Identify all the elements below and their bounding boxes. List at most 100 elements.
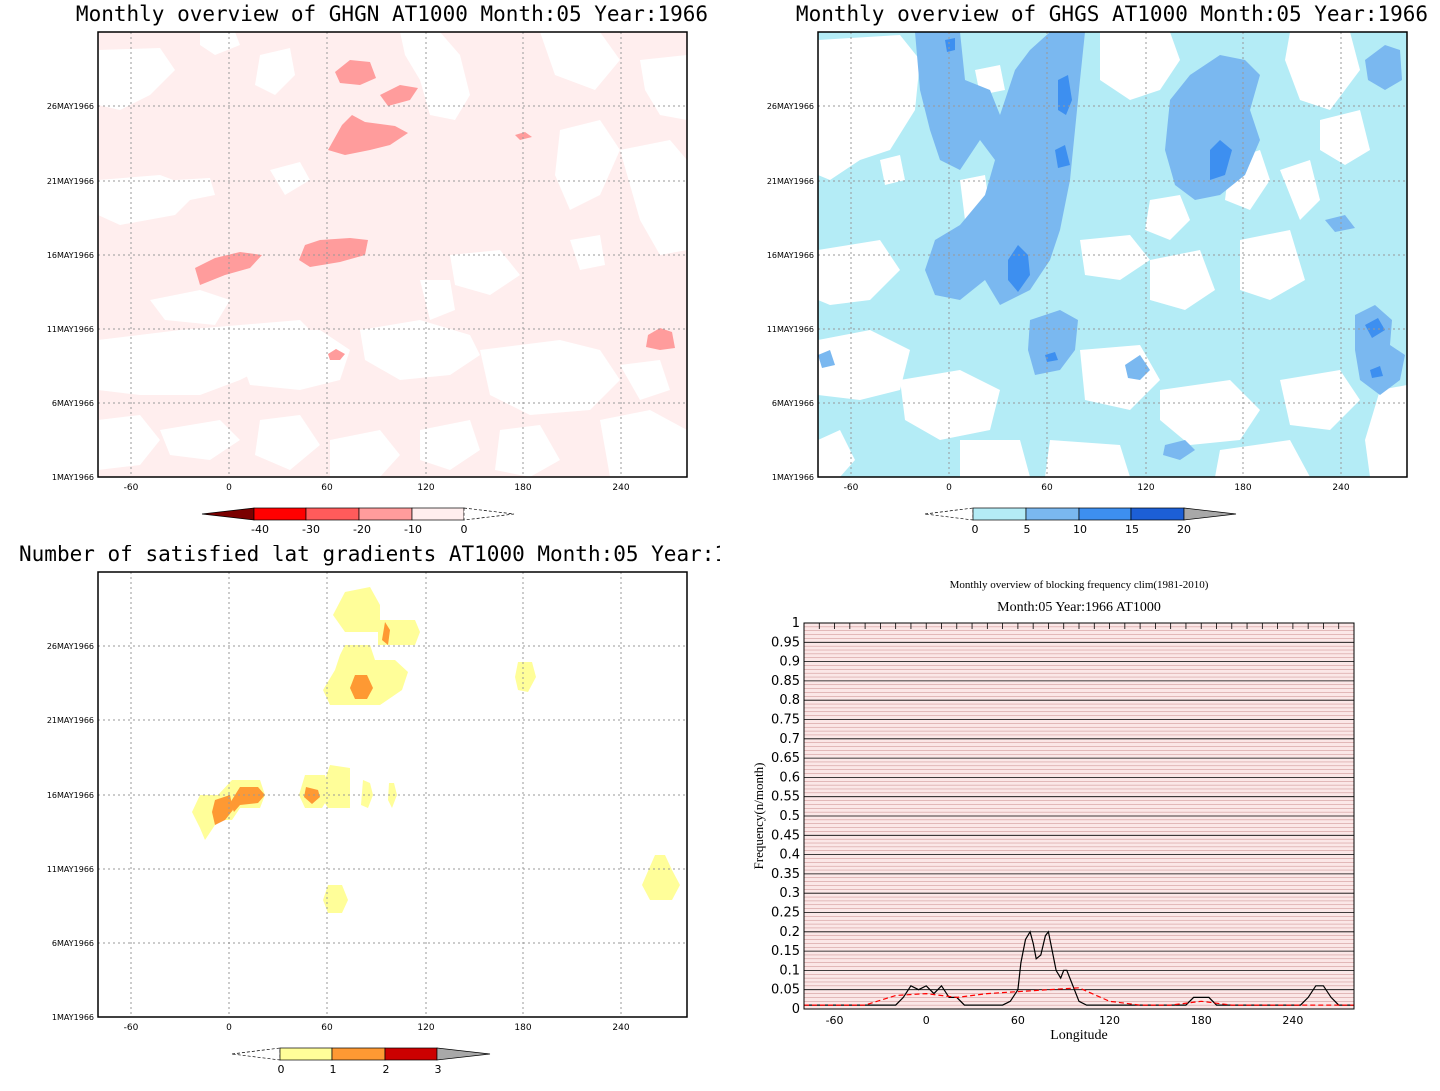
x-tick-label: 120 <box>1137 483 1154 493</box>
grad-colorbar: 0 1 2 3 <box>231 1047 491 1076</box>
x-tick-label: 60 <box>1041 483 1053 493</box>
ghgn-title: Monthly overview of GHGN AT1000 Month:05… <box>76 2 708 26</box>
x-tick-label: 240 <box>612 1023 629 1033</box>
y-tick-label: 0 <box>792 1002 800 1017</box>
y-tick-label: 0.7 <box>779 732 800 747</box>
ghgs-y-ticks: 1MAY1966 6MAY1966 11MAY1966 16MAY1966 21… <box>767 102 814 482</box>
y-tick-label: 1 <box>792 616 800 631</box>
grad-y-ticks: 1MAY1966 6MAY1966 11MAY1966 16MAY1966 21… <box>47 642 94 1022</box>
colorbar-label: 10 <box>1073 523 1087 536</box>
x-tick-label: 240 <box>1332 483 1349 493</box>
x-tick-label: 180 <box>1234 483 1251 493</box>
frequency-panel: Monthly overview of blocking frequency c… <box>751 579 1355 1043</box>
x-tick-label: 0 <box>226 483 232 493</box>
y-tick-label: 11MAY1966 <box>47 865 94 874</box>
colorbar-label: 1 <box>330 1063 337 1076</box>
frequency-x-ticks: -60 0 60 120 180 240 <box>826 1014 1304 1027</box>
ghgs-x-ticks: -60 0 60 120 180 240 <box>844 483 1350 493</box>
frequency-title: Monthly overview of blocking frequency c… <box>950 579 1209 591</box>
y-tick-label: 1MAY1966 <box>52 473 94 482</box>
y-tick-label: 0.05 <box>771 983 800 998</box>
colorbar-label: -10 <box>404 523 422 536</box>
x-tick-label: 60 <box>321 483 333 493</box>
y-tick-label: 21MAY1966 <box>47 716 94 725</box>
x-tick-label: 120 <box>417 483 434 493</box>
ghgn-plot <box>97 31 688 478</box>
x-tick-label: 180 <box>1191 1014 1212 1027</box>
ghgn-y-ticks: 1MAY1966 6MAY1966 11MAY1966 16MAY1966 21… <box>47 102 94 482</box>
ghgn-x-ticks: -60 0 60 120 180 240 <box>124 483 630 493</box>
y-tick-label: 0.55 <box>771 790 800 805</box>
y-tick-label: 16MAY1966 <box>767 251 814 260</box>
y-tick-label: 6MAY1966 <box>52 399 94 408</box>
colorbar-label: -20 <box>353 523 371 536</box>
y-tick-label: 0.4 <box>779 848 800 863</box>
x-tick-label: 120 <box>417 1023 434 1033</box>
y-tick-label: 1MAY1966 <box>772 473 814 482</box>
y-tick-label: 0.35 <box>771 867 800 882</box>
y-tick-label: 6MAY1966 <box>52 939 94 948</box>
y-tick-label: 26MAY1966 <box>767 102 814 111</box>
x-tick-label: 0 <box>226 1023 232 1033</box>
frequency-top-ticks <box>803 623 1355 629</box>
x-tick-label: 180 <box>514 1023 531 1033</box>
colorbar-label: 15 <box>1125 523 1139 536</box>
ghgs-colorbar: 0 5 10 15 20 <box>924 507 1237 536</box>
x-tick-label: -60 <box>124 483 139 493</box>
colorbar-label: -40 <box>251 523 269 536</box>
x-tick-label: -60 <box>826 1014 844 1027</box>
grad-panel: Number of satisfied lat gradients AT1000… <box>19 545 720 1076</box>
x-tick-label: 180 <box>514 483 531 493</box>
colorbar-label: 0 <box>461 523 468 536</box>
y-tick-label: 11MAY1966 <box>47 325 94 334</box>
y-tick-label: 0.85 <box>771 674 800 689</box>
y-tick-label: 0.65 <box>771 751 800 766</box>
x-tick-label: 240 <box>612 483 629 493</box>
ghgs-plot <box>817 31 1408 478</box>
y-tick-label: 11MAY1966 <box>767 325 814 334</box>
colorbar-label: 20 <box>1177 523 1191 536</box>
x-tick-label: -60 <box>844 483 859 493</box>
y-tick-label: 0.25 <box>771 906 800 921</box>
colorbar-label: 2 <box>383 1063 390 1076</box>
y-tick-label: 16MAY1966 <box>47 251 94 260</box>
colorbar-label: 5 <box>1024 523 1031 536</box>
frequency-subtitle: Month:05 Year:1966 AT1000 <box>997 600 1161 615</box>
y-tick-label: 0.1 <box>779 963 800 978</box>
y-tick-label: 0.15 <box>771 944 800 959</box>
y-tick-label: 0.5 <box>779 809 800 824</box>
y-tick-label: 26MAY1966 <box>47 642 94 651</box>
frequency-y-ticks: 0 0.05 0.1 0.15 0.2 0.25 0.3 0.35 0.4 0.45 0.5 0.55… <box>771 616 800 1017</box>
frequency-series <box>804 930 1354 1006</box>
colorbar-label: 0 <box>278 1063 285 1076</box>
y-tick-label: 0.9 <box>779 655 800 670</box>
x-tick-label: -60 <box>124 1023 139 1033</box>
y-tick-label: 21MAY1966 <box>47 177 94 186</box>
y-tick-label: 0.2 <box>779 925 800 940</box>
grad-x-ticks: -60 0 60 120 180 240 <box>124 1023 630 1033</box>
x-tick-label: 240 <box>1282 1014 1303 1027</box>
colorbar-label: -30 <box>302 523 320 536</box>
frequency-ylabel: Frequency(n/month) <box>751 763 766 870</box>
y-tick-label: 0.95 <box>771 635 800 650</box>
y-tick-label: 6MAY1966 <box>772 399 814 408</box>
ghgn-panel: Monthly overview of GHGN AT1000 Month:05… <box>47 2 708 536</box>
black-series-line <box>804 930 1354 1006</box>
x-tick-label: 0 <box>923 1014 930 1027</box>
y-tick-label: 0.45 <box>771 828 800 843</box>
x-tick-label: 120 <box>1099 1014 1120 1027</box>
ghgs-panel: Monthly overview of GHGS AT1000 Month:05… <box>767 2 1428 536</box>
x-tick-label: 0 <box>946 483 952 493</box>
frequency-xlabel: Longitude <box>1050 1028 1108 1043</box>
y-tick-label: 0.75 <box>771 713 800 728</box>
y-tick-label: 26MAY1966 <box>47 102 94 111</box>
grad-title: Number of satisfied lat gradients AT1000… <box>19 545 720 566</box>
colorbar-label: 0 <box>972 523 979 536</box>
frequency-hgrid <box>804 626 1354 1006</box>
ghgn-colorbar: -40 -30 -20 -10 0 <box>201 507 515 536</box>
y-tick-label: 21MAY1966 <box>767 177 814 186</box>
colorbar-label: 3 <box>435 1063 442 1076</box>
y-tick-label: 0.6 <box>779 770 800 785</box>
x-tick-label: 60 <box>321 1023 333 1033</box>
y-tick-label: 16MAY1966 <box>47 791 94 800</box>
